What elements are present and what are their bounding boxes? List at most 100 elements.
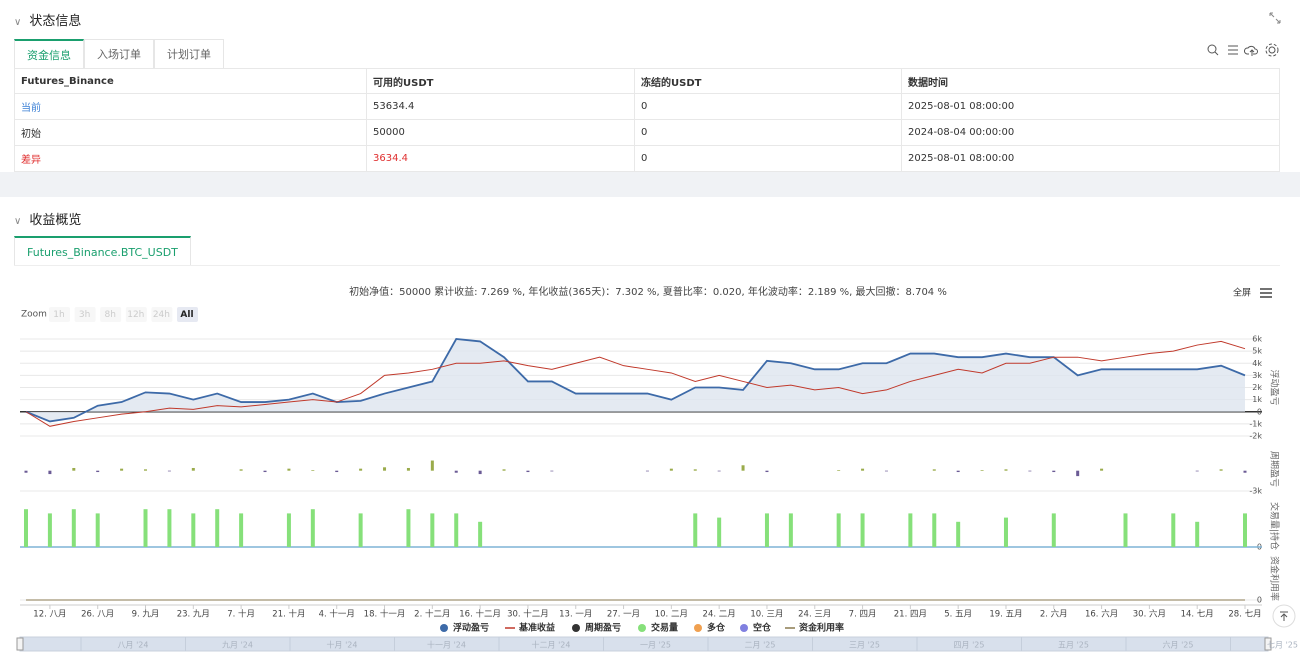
- bar: [1219, 469, 1223, 471]
- tab[interactable]: 计划订单: [154, 39, 224, 68]
- overview-panel: ∨ 收益概览 Futures_Binance.BTC_USDT: [0, 197, 1300, 665]
- axis-label: 资金利用率: [1269, 556, 1281, 601]
- legend-label[interactable]: 周期盈亏: [585, 622, 621, 634]
- x-tick-label: 7. 十月: [227, 609, 255, 620]
- legend-symbol: [572, 624, 580, 632]
- toolbar-icons[interactable]: [1205, 43, 1285, 59]
- legend-label[interactable]: 浮动盈亏: [453, 622, 489, 634]
- cell: 53634.4: [366, 93, 635, 120]
- legend-label[interactable]: 基准收益: [518, 622, 555, 634]
- legend-label[interactable]: 空仓: [753, 622, 772, 634]
- legend-label[interactable]: 资金利用率: [799, 622, 844, 634]
- navigator-label: 八月 '24: [118, 641, 149, 650]
- bar: [454, 470, 458, 473]
- bar: [956, 521, 961, 547]
- bar: [765, 470, 769, 473]
- x-tick-label: 19. 五月: [989, 610, 1022, 620]
- bar: [741, 465, 745, 471]
- bar: [836, 513, 841, 547]
- table-header: Futures_Binance 可用的USDT 冻结的USDT 数据时间: [14, 68, 1280, 94]
- x-tick-label: 30. 六月: [1133, 609, 1166, 620]
- bar: [239, 469, 243, 471]
- y-tick-label: 5k: [1252, 347, 1262, 356]
- legend-symbol: [638, 624, 646, 632]
- bar: [693, 513, 698, 547]
- legend-label[interactable]: 交易量: [651, 622, 678, 634]
- cell: 3634.4: [366, 145, 635, 172]
- navigator-handle[interactable]: [1264, 637, 1272, 651]
- tabs: Futures_Binance.BTC_USDT: [14, 236, 191, 265]
- navigator-label: 十二月 '24: [532, 640, 571, 650]
- navigator-handle[interactable]: [16, 637, 24, 651]
- bar: [311, 470, 315, 471]
- bar: [550, 470, 554, 472]
- bar: [932, 469, 936, 471]
- navigator-label: 一月 '25: [640, 641, 671, 650]
- bar: [96, 470, 100, 473]
- x-tick-label: 24. 二月: [703, 610, 736, 620]
- bar: [645, 470, 649, 472]
- bar: [71, 509, 76, 547]
- menu-icon[interactable]: [1260, 288, 1272, 298]
- tab[interactable]: Futures_Binance.BTC_USDT: [14, 236, 191, 265]
- bar: [1028, 470, 1032, 472]
- zoom-button-bg[interactable]: [177, 307, 198, 322]
- tab[interactable]: 资金信息: [14, 39, 84, 68]
- navigator-label: 二月 '25: [745, 641, 776, 650]
- x-tick-label: 28. 七月: [1228, 610, 1261, 620]
- zoom-button[interactable]: All: [180, 310, 193, 320]
- bar: [191, 513, 196, 547]
- bar: [1004, 469, 1008, 471]
- bar: [167, 509, 172, 547]
- tab[interactable]: 入场订单: [84, 39, 154, 68]
- bar: [1076, 470, 1080, 477]
- zoom-button[interactable]: 24h: [153, 310, 170, 320]
- zoom-button[interactable]: 3h: [79, 310, 90, 320]
- bar: [764, 513, 769, 547]
- fullscreen-button[interactable]: 全屏: [1233, 287, 1251, 299]
- bar: [1195, 470, 1199, 472]
- legend-symbol: [440, 624, 448, 632]
- bar: [837, 470, 841, 471]
- zoom-button[interactable]: 8h: [104, 310, 115, 320]
- x-tick-label: 16. 十二月: [459, 609, 501, 620]
- back-to-top[interactable]: [1272, 604, 1296, 628]
- cell: 当前: [14, 93, 367, 120]
- bar: [335, 470, 339, 473]
- y-tick-label: -2k: [1249, 432, 1262, 441]
- x-tick-label: 2. 十二月: [414, 609, 450, 620]
- bar: [24, 509, 28, 547]
- bar: [144, 469, 148, 471]
- expand-icon[interactable]: [1268, 11, 1282, 25]
- legend-symbol: [740, 624, 748, 632]
- bar: [1243, 513, 1247, 547]
- bar: [383, 467, 387, 471]
- bar: [358, 513, 363, 547]
- chart: 初始净值：50000 累计收益: 7.269 %, 年化收益(365天)：7.3…: [16, 285, 1298, 652]
- legend-label[interactable]: 多仓: [707, 622, 726, 634]
- overview-title[interactable]: ∨ 收益概览: [14, 213, 82, 228]
- zoom-button-bg[interactable]: [49, 307, 70, 322]
- zoom-button[interactable]: 1h: [53, 310, 64, 320]
- zoom-button[interactable]: 12h: [127, 310, 144, 320]
- y-tick-label: -3k: [1249, 487, 1262, 496]
- zoom-button-bg[interactable]: [100, 307, 122, 322]
- bar: [47, 513, 52, 547]
- x-tick-label: 5. 五月: [944, 610, 972, 620]
- bar: [1243, 470, 1247, 473]
- bar: [1195, 521, 1200, 547]
- bar: [788, 513, 793, 547]
- navigator-label: 九月 '24: [222, 641, 253, 650]
- bar: [1100, 468, 1104, 471]
- zoom-button-bg[interactable]: [125, 307, 147, 322]
- zoom-button-bg[interactable]: [151, 307, 173, 322]
- y-tick-label: 4k: [1252, 359, 1262, 368]
- bar: [956, 470, 960, 473]
- zoom-button-bg[interactable]: [74, 307, 96, 322]
- cell: 2025-08-01 08:00:00: [901, 93, 1280, 120]
- bar: [526, 470, 530, 473]
- cell: 0: [634, 93, 902, 120]
- status-title[interactable]: ∨ 状态信息: [14, 14, 82, 29]
- table-row: 当前 53634.4 0 2025-08-01 08:00:00: [14, 93, 1280, 120]
